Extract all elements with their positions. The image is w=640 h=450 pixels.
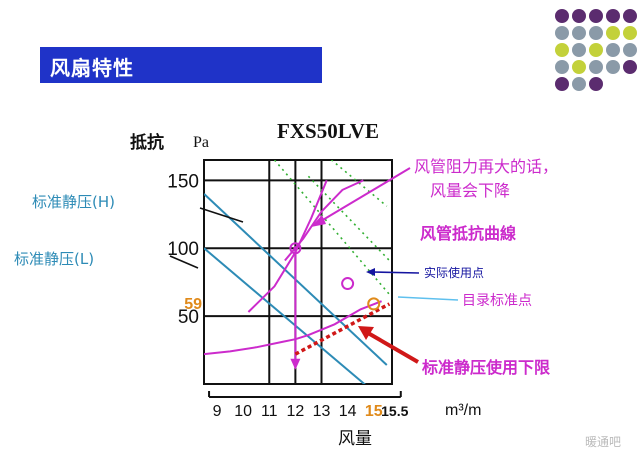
series-dotted-line (330, 160, 388, 207)
duct-curve-label: 风管抵抗曲線 (420, 224, 516, 243)
actual-point-marker (341, 277, 355, 291)
decor-dot (555, 9, 569, 23)
slide-title: 风扇特性 (50, 56, 134, 80)
decor-dot (606, 43, 620, 57)
operating-down-arrowhead (290, 358, 301, 370)
decor-dot (589, 43, 603, 57)
catalog-point-label: 目录标准点 (462, 293, 532, 309)
actual-point-arrow (366, 268, 420, 276)
lower-limit-label: 标准静压使用下限 (421, 358, 551, 377)
y-axis-label: 抵抗 (130, 132, 164, 153)
decor-dot (572, 77, 586, 91)
watermark: 暖通吧 (585, 435, 621, 449)
x-tick-label: 15 (365, 403, 383, 420)
decor-dot (589, 26, 603, 40)
static-pressure-l-label: 标准静压(L) (14, 250, 94, 268)
actual-point-label: 实际使用点 (424, 265, 484, 280)
decor-dot (589, 9, 603, 23)
static-pressure-h-leader (199, 207, 244, 223)
operating-point-center (293, 246, 298, 251)
x-tick-label: 10 (234, 403, 252, 420)
x-axis-label: 风量 (338, 429, 372, 449)
decor-dot (572, 26, 586, 40)
lower-limit-arrow (358, 326, 420, 364)
decor-dot (555, 43, 569, 57)
operating-point-marker (289, 242, 302, 255)
x-axis-unit: m³/m (445, 402, 481, 419)
lower-limit-dashed-line (294, 302, 391, 356)
duct-resistance-note-arrow (311, 167, 411, 227)
decor-dot (606, 9, 620, 23)
static-pressure-h-label: 标准静压(H) (32, 193, 115, 211)
decor-dot (589, 77, 603, 91)
duct-resistance-note-line2: 风量会下降 (430, 181, 510, 200)
decor-dot (606, 26, 620, 40)
x-tick-label: 15.5 (381, 403, 408, 419)
chart-title: FXS50LVE (277, 119, 379, 143)
decor-dot (555, 60, 569, 74)
x-tick-label: 13 (313, 403, 331, 420)
y-axis-unit: Pa (193, 134, 209, 151)
y-extra-label: 59 (184, 296, 202, 313)
x-tick-label: 11 (261, 403, 278, 420)
series-duct-line (284, 179, 364, 262)
decor-dot (623, 60, 637, 74)
decor-dot (623, 43, 637, 57)
x-tick-label: 14 (339, 403, 357, 420)
decor-dot (572, 9, 586, 23)
decor-dot (623, 9, 637, 23)
static-pressure-l-leader (169, 255, 199, 269)
decor-dot (555, 77, 569, 91)
decor-dots (555, 9, 637, 91)
decor-dot (572, 43, 586, 57)
decor-dot (589, 60, 603, 74)
x-tick-label: 9 (213, 403, 222, 420)
decor-dot (623, 26, 637, 40)
duct-resistance-note-line1: 风管阻力再大的话， (414, 157, 558, 176)
slide-title-bar: 风扇特性 (40, 47, 322, 83)
catalog-point-marker (367, 297, 381, 311)
y-tick-label: 100 (167, 239, 199, 260)
decor-dot (555, 26, 569, 40)
y-tick-label: 50 (178, 307, 199, 328)
catalog-point-leader (397, 296, 459, 301)
y-tick-label: 150 (167, 171, 199, 192)
decor-dot (606, 60, 620, 74)
x-tick-label: 12 (286, 403, 304, 420)
decor-dot (572, 60, 586, 74)
